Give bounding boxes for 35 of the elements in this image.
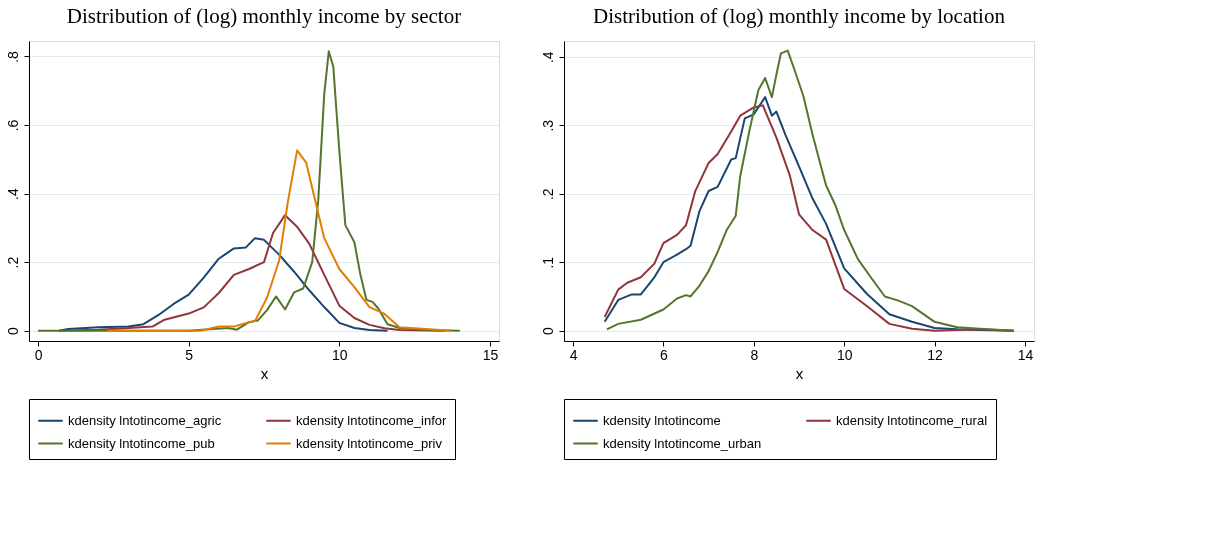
x-axis-title: x (795, 364, 804, 382)
x-axis-title: x (260, 364, 269, 382)
y-tick-label: .1 (539, 256, 556, 269)
legend-label: kdensity lntotincome_agric (68, 412, 222, 428)
legend-label: kdensity lntotincome_rural (836, 412, 988, 428)
x-tick-label: 8 (750, 346, 759, 363)
y-tick-label: .8 (4, 50, 21, 63)
line-series (605, 49, 1015, 332)
x-tick-label: 4 (569, 346, 578, 363)
x-tick-label: 10 (836, 346, 853, 363)
x-tick-label: 10 (332, 346, 348, 363)
y-tick-label: 0 (4, 327, 21, 336)
legend-label: kdensity lntotincome_urban (603, 435, 762, 451)
chart-title: Distribution of (log) monthly income by sector (66, 4, 462, 28)
x-tick-label: 0 (34, 346, 43, 363)
legend-label: kdensity lntotincome_priv (296, 435, 443, 451)
x-tick-label: 12 (927, 346, 944, 363)
chart-title: Distribution of (log) monthly income by location (593, 4, 1006, 28)
x-tick-label: 15 (482, 346, 499, 363)
y-tick-label: .6 (4, 119, 21, 132)
y-tick-label: .2 (539, 188, 556, 201)
legend-label: kdensity lntotincome_pub (68, 435, 215, 451)
x-tick-label: 6 (660, 346, 669, 363)
legend-label: kdensity lntotincome (603, 412, 721, 428)
y-tick-label: 0 (539, 327, 556, 336)
line-series (106, 149, 452, 332)
line-series (37, 50, 461, 332)
line-series (58, 237, 389, 332)
y-tick-label: .3 (539, 119, 556, 132)
x-tick-label: 14 (1017, 346, 1034, 363)
y-tick-label: .4 (4, 188, 21, 200)
y-tick-label: .2 (4, 256, 21, 269)
x-tick-label: 5 (185, 346, 194, 363)
legend-label: kdensity lntotincome_infor (296, 412, 447, 428)
y-tick-label: .4 (539, 51, 556, 64)
